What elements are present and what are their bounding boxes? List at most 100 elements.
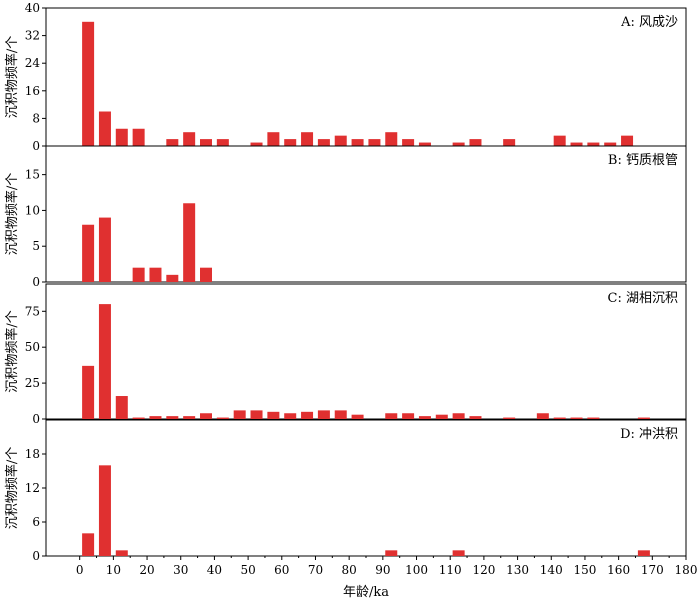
x-tick-label: 80 <box>342 563 357 577</box>
bar <box>553 417 566 419</box>
x-tick-label: 120 <box>472 563 495 577</box>
bar <box>351 139 364 146</box>
y-tick-label: 40 <box>25 1 40 15</box>
x-tick-label: 150 <box>573 563 596 577</box>
y-axis-label: 沉积物频率/个 <box>4 36 20 118</box>
y-tick-label: 15 <box>25 168 40 182</box>
bar <box>301 411 314 419</box>
bar <box>317 410 330 419</box>
x-tick-label: 20 <box>139 563 154 577</box>
bar <box>284 413 297 419</box>
y-tick-label: 5 <box>32 239 40 253</box>
y-tick-label: 0 <box>32 412 40 426</box>
panel-label: C: 湖相沉积 <box>608 291 678 306</box>
bar <box>301 132 314 146</box>
y-tick-label: 50 <box>25 340 40 354</box>
bar <box>385 413 398 419</box>
panel-frame <box>45 283 687 420</box>
y-tick-label: 25 <box>25 376 40 390</box>
x-tick-label: 140 <box>540 563 563 577</box>
bar <box>452 550 465 556</box>
bar <box>503 139 516 146</box>
y-tick-label: 10 <box>25 203 40 217</box>
x-tick-label: 60 <box>274 563 289 577</box>
bar <box>200 139 212 146</box>
bar <box>132 417 145 419</box>
bar <box>233 410 246 419</box>
bar <box>216 417 229 419</box>
bar <box>587 142 600 146</box>
bar <box>452 142 465 146</box>
bar <box>149 267 162 282</box>
bar <box>637 417 650 419</box>
bar <box>334 135 347 146</box>
x-tick-label: 180 <box>675 563 698 577</box>
bar <box>132 267 145 282</box>
bar <box>82 533 95 556</box>
bar <box>183 416 196 419</box>
y-tick-label: 12 <box>25 481 40 495</box>
bar <box>98 465 111 556</box>
bar <box>115 128 128 146</box>
y-axis-label: 沉积物频率/个 <box>4 447 20 529</box>
bar <box>503 417 516 419</box>
y-tick-label: 0 <box>32 549 40 563</box>
bar <box>368 139 381 146</box>
x-axis-label: 年龄/ka <box>343 585 389 600</box>
x-tick-label: 110 <box>439 563 462 577</box>
bar <box>82 365 95 419</box>
bar <box>402 139 415 146</box>
bar <box>132 128 145 146</box>
bar <box>553 135 566 146</box>
y-tick-label: 0 <box>32 139 40 153</box>
panel-frame <box>45 7 687 147</box>
x-tick-label: 50 <box>240 563 255 577</box>
bar <box>216 139 229 146</box>
bar <box>418 416 431 419</box>
bar <box>98 111 111 146</box>
y-tick-label: 6 <box>32 515 40 529</box>
x-tick-label: 130 <box>506 563 529 577</box>
x-tick-label: 70 <box>308 563 323 577</box>
x-tick-label: 100 <box>405 563 428 577</box>
y-tick-label: 16 <box>25 84 40 98</box>
bar <box>115 550 128 556</box>
bar <box>402 413 415 419</box>
bar <box>200 413 212 419</box>
bar <box>149 416 162 419</box>
x-tick-label: 30 <box>173 563 188 577</box>
y-tick-label: 0 <box>32 275 40 289</box>
bar <box>570 142 583 146</box>
bar <box>570 417 583 419</box>
bar <box>82 21 95 146</box>
x-tick-label: 160 <box>607 563 630 577</box>
bar <box>621 135 634 146</box>
bar <box>418 142 431 146</box>
bar <box>351 414 364 419</box>
bar <box>587 417 600 419</box>
x-tick-label: 170 <box>641 563 664 577</box>
panel-label: A: 风成沙 <box>620 15 678 30</box>
bar <box>82 224 95 282</box>
bar <box>536 413 549 419</box>
bar <box>250 142 263 146</box>
bar <box>183 203 196 282</box>
bar <box>200 267 212 282</box>
bar <box>604 142 617 146</box>
y-axis-label: 沉积物频率/个 <box>4 173 20 255</box>
bar <box>166 416 179 419</box>
bar <box>284 139 297 146</box>
bar <box>267 132 280 146</box>
y-tick-label: 32 <box>25 29 40 43</box>
panel-frame <box>45 145 687 283</box>
bar <box>267 411 280 419</box>
bar <box>250 410 263 419</box>
x-tick-label: 40 <box>207 563 222 577</box>
bar <box>115 396 128 419</box>
x-tick-label: 10 <box>106 563 121 577</box>
bar <box>385 550 398 556</box>
bar <box>469 416 482 419</box>
y-tick-label: 8 <box>32 111 40 125</box>
